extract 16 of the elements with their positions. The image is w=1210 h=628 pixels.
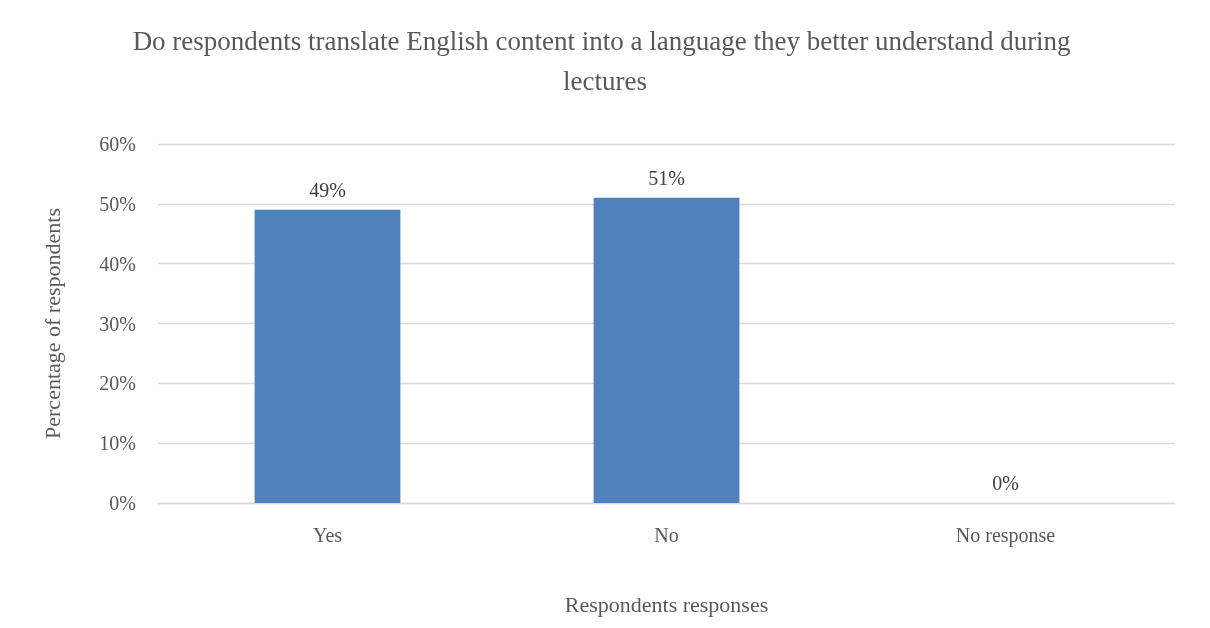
data-label: 51% — [648, 166, 685, 189]
y-tick-label: 40% — [99, 252, 136, 275]
data-label: 0% — [992, 472, 1019, 494]
data-label: 49% — [309, 178, 346, 201]
chart-title: Do respondents translate English content into a language they better understand during lectures — [132, 26, 1078, 96]
y-axis-title: Percentage of respondents — [39, 208, 65, 439]
x-tick-label: Yes — [312, 524, 343, 546]
y-tick-label: 60% — [99, 133, 136, 155]
y-tick-label: 0% — [109, 492, 136, 514]
x-tick-label: No — [654, 524, 679, 546]
y-tick-label: 10% — [99, 432, 136, 455]
y-tick-label: 20% — [99, 372, 136, 395]
x-axis-title: Respondents responses — [564, 591, 769, 617]
y-tick-label: 30% — [99, 312, 136, 335]
y-tick-label: 50% — [99, 192, 136, 215]
x-tick-label: No response — [955, 524, 1056, 547]
